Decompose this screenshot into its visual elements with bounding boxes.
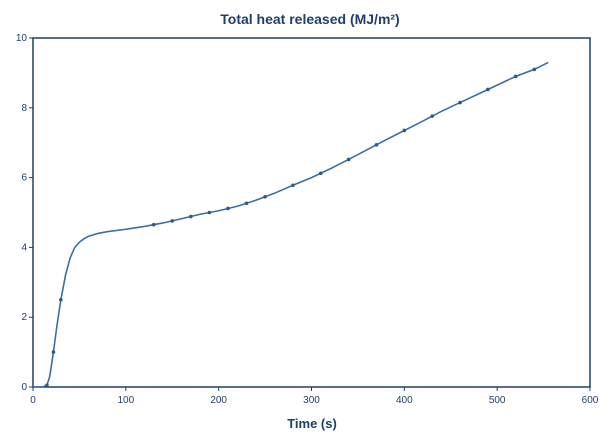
data-point xyxy=(402,128,407,133)
x-tick-label: 0 xyxy=(30,395,36,406)
data-point xyxy=(486,87,490,92)
y-axis-ticks: 0 2 4 6 8 10 xyxy=(16,33,33,393)
data-point xyxy=(430,114,434,118)
data-point xyxy=(346,157,351,162)
data-point xyxy=(532,67,537,72)
data-point xyxy=(318,171,323,176)
data-point xyxy=(59,297,63,302)
y-tick-label: 10 xyxy=(16,33,28,44)
y-tick-label: 6 xyxy=(21,173,27,184)
y-tick-label: 2 xyxy=(21,312,27,323)
data-point xyxy=(458,100,462,105)
x-tick-label: 300 xyxy=(303,395,320,406)
data-point xyxy=(207,210,212,215)
x-axis-label: Time (s) xyxy=(287,416,337,431)
x-tick-label: 600 xyxy=(582,395,599,406)
data-point xyxy=(244,201,249,206)
chart-title: Total heat released (MJ/m²) xyxy=(220,11,399,27)
data-point xyxy=(151,222,156,227)
data-point xyxy=(513,74,518,79)
series-markers xyxy=(45,67,537,388)
data-point xyxy=(51,350,56,354)
data-point xyxy=(226,206,230,211)
data-point xyxy=(45,383,49,388)
x-tick-label: 100 xyxy=(117,395,134,406)
series-line xyxy=(33,61,549,388)
plot-frame xyxy=(32,37,591,388)
data-point xyxy=(291,183,295,188)
y-tick-label: 0 xyxy=(21,382,27,393)
y-tick-label: 4 xyxy=(21,242,27,253)
x-tick-label: 400 xyxy=(396,395,413,406)
x-tick-label: 500 xyxy=(489,395,506,406)
x-axis-ticks: 0 100 200 300 400 500 600 xyxy=(30,387,599,406)
data-point xyxy=(189,214,193,219)
data-point xyxy=(170,219,175,223)
x-tick-label: 200 xyxy=(210,395,227,406)
data-point xyxy=(263,194,267,199)
y-tick-label: 8 xyxy=(21,103,27,114)
data-point xyxy=(374,142,379,147)
